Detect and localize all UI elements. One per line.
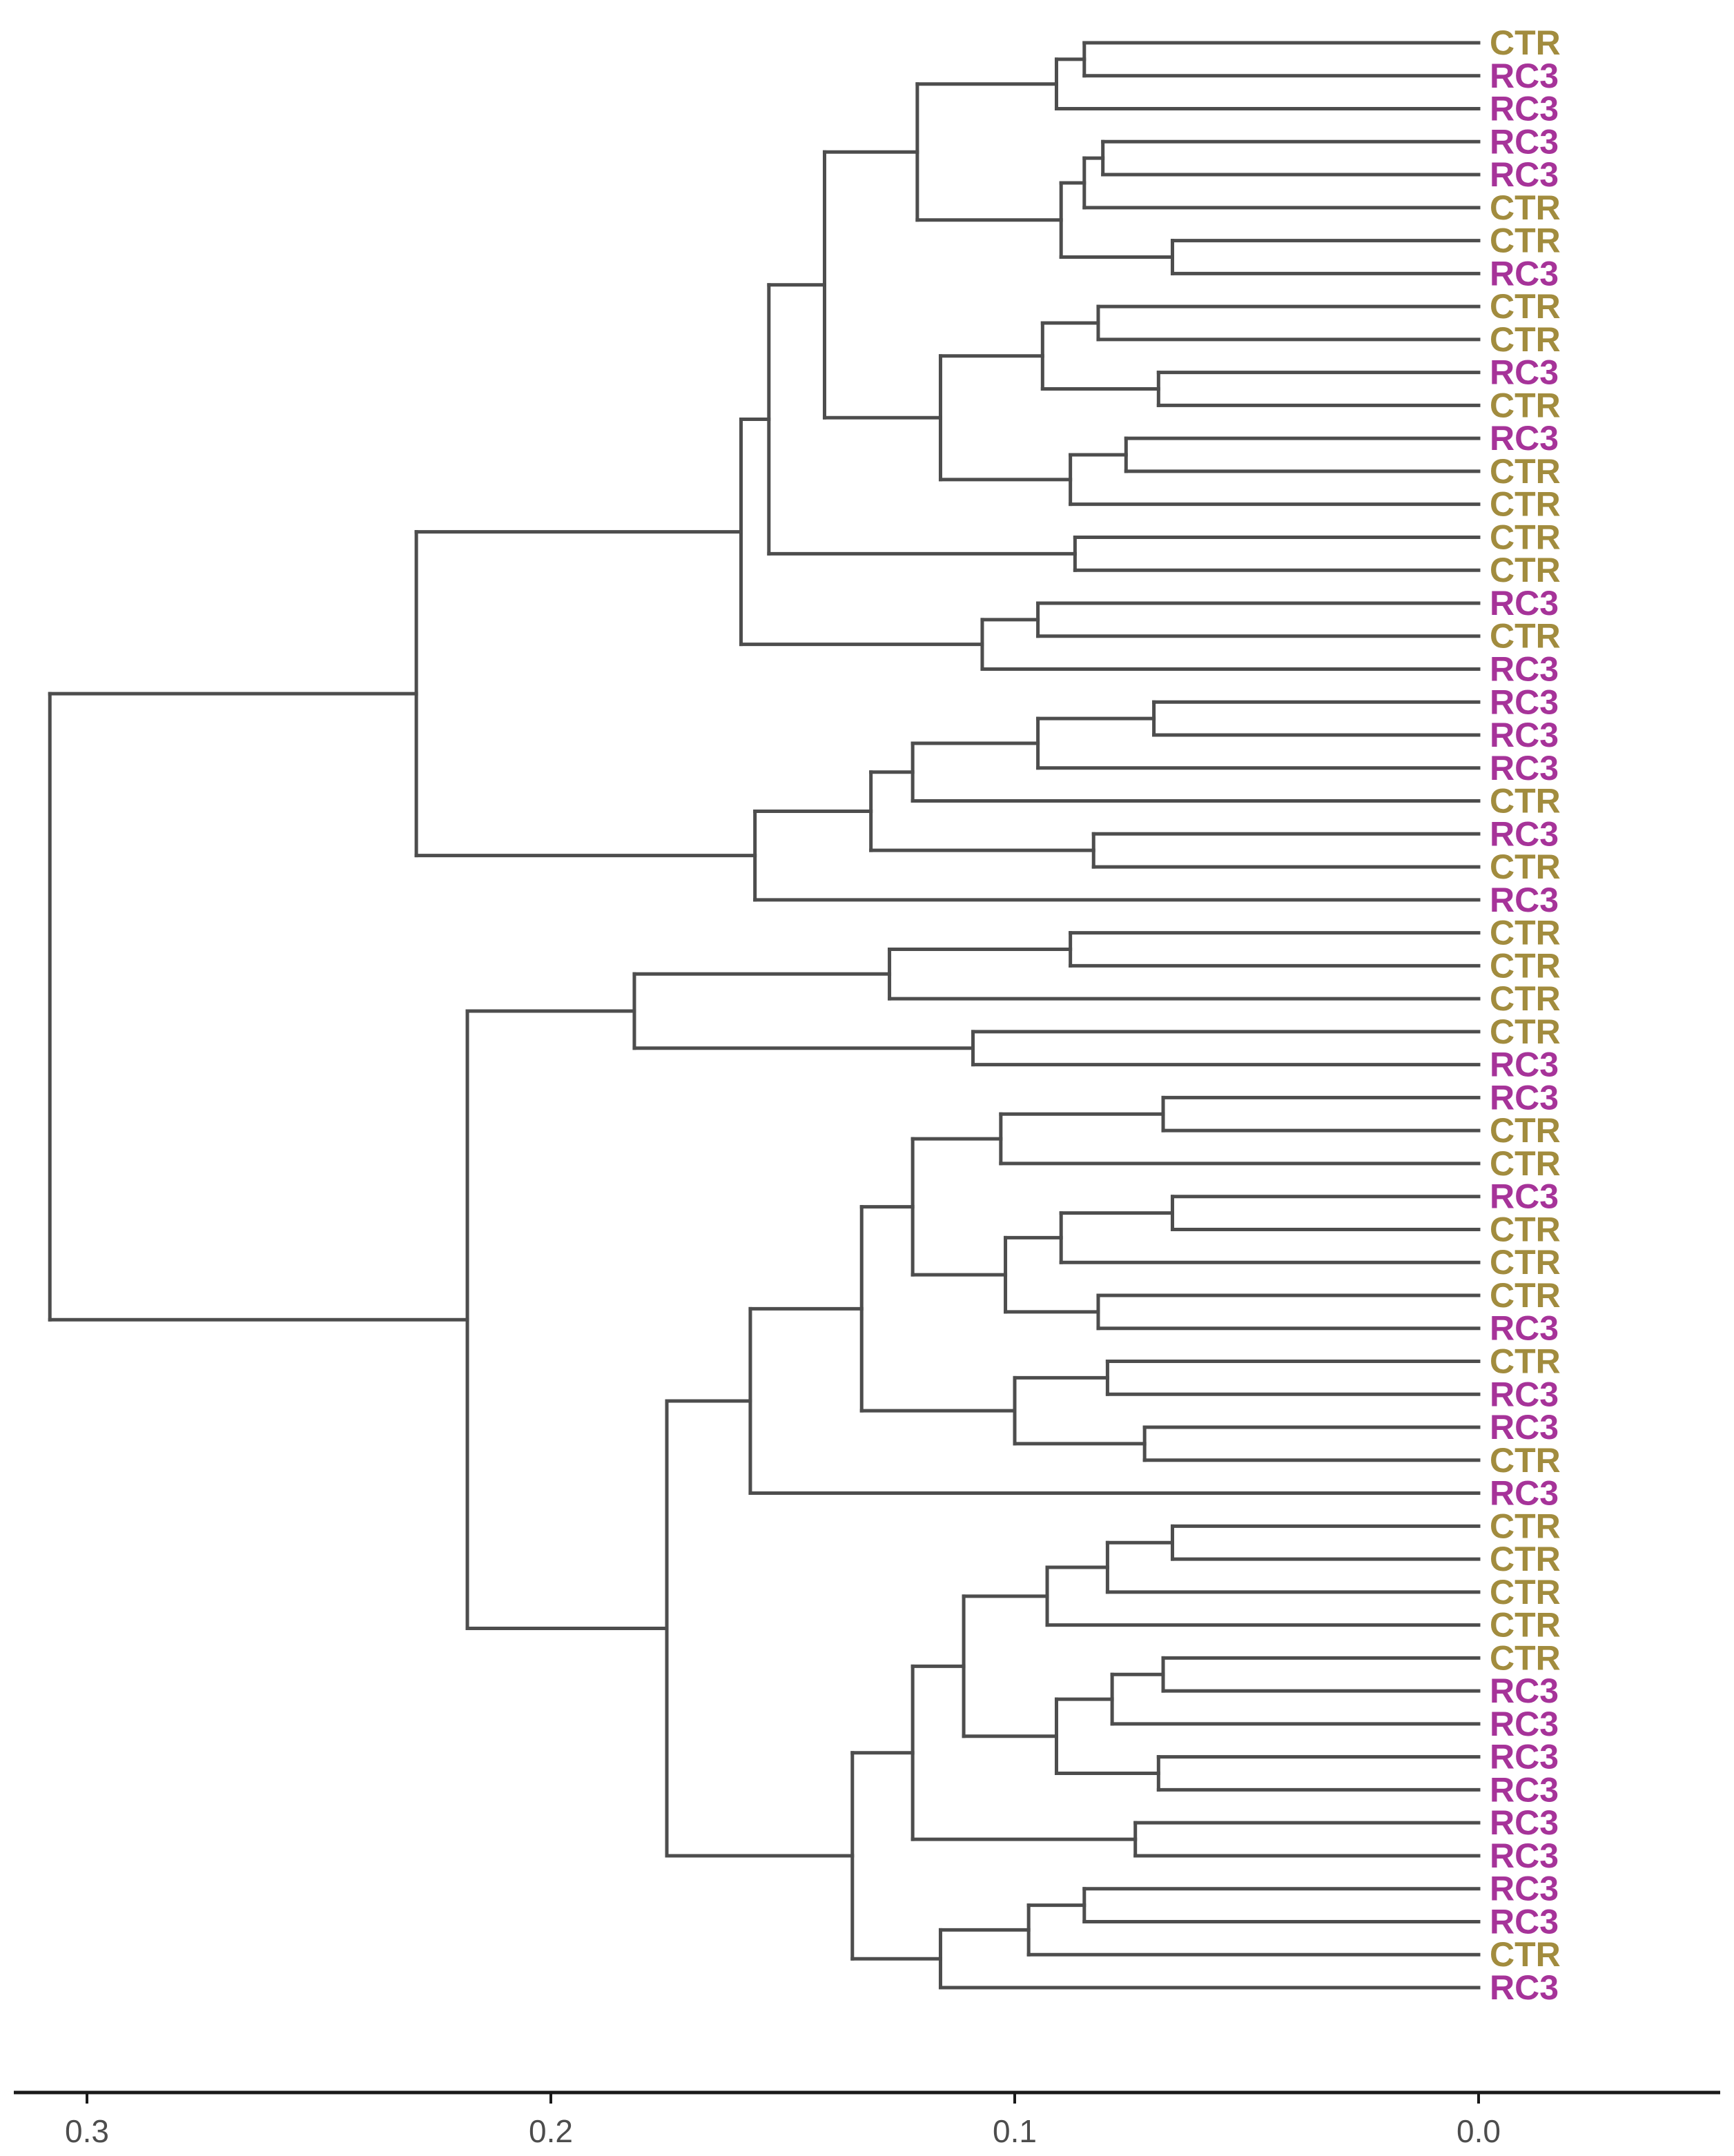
leaf-label-rc3: RC3	[1490, 1672, 1559, 1710]
leaf-label-rc3: RC3	[1490, 419, 1559, 458]
leaf-label-ctr: CTR	[1490, 1012, 1561, 1051]
leaf-label-ctr: CTR	[1490, 782, 1561, 821]
leaf-label-rc3: RC3	[1490, 1836, 1559, 1875]
leaf-label-ctr: CTR	[1490, 1144, 1561, 1183]
leaf-label-rc3: RC3	[1490, 155, 1559, 194]
leaf-label-rc3: RC3	[1490, 1705, 1559, 1743]
x-tick-label: 0.2	[529, 2113, 573, 2149]
leaf-label-rc3: RC3	[1490, 1738, 1559, 1776]
leaf-label-ctr: CTR	[1490, 551, 1561, 589]
leaf-label-rc3: RC3	[1490, 1968, 1559, 2007]
leaf-label-ctr: CTR	[1490, 1441, 1561, 1480]
leaf-label-rc3: RC3	[1490, 1408, 1559, 1447]
leaf-label-rc3: RC3	[1490, 90, 1559, 128]
leaf-label-rc3: RC3	[1490, 122, 1559, 161]
leaf-label-ctr: CTR	[1490, 485, 1561, 524]
leaf-label-ctr: CTR	[1490, 23, 1561, 62]
leaf-label-ctr: CTR	[1490, 1573, 1561, 1611]
leaf-labels: CTRRC3RC3RC3RC3CTRCTRRC3CTRCTRRC3CTRRC3C…	[1490, 23, 1561, 2007]
leaf-label-ctr: CTR	[1490, 287, 1561, 326]
leaf-label-rc3: RC3	[1490, 1177, 1559, 1216]
leaf-label-rc3: RC3	[1490, 683, 1559, 721]
x-axis: 0.3 0.2 0.1 0.0	[14, 2090, 1720, 2149]
leaf-label-ctr: CTR	[1490, 1276, 1561, 1315]
leaf-label-ctr: CTR	[1490, 386, 1561, 424]
leaf-label-rc3: RC3	[1490, 1309, 1559, 1348]
leaf-label-ctr: CTR	[1490, 946, 1561, 985]
leaf-label-rc3: RC3	[1490, 1770, 1559, 1809]
leaf-label-ctr: CTR	[1490, 222, 1561, 260]
leaf-label-ctr: CTR	[1490, 320, 1561, 359]
leaf-label-ctr: CTR	[1490, 847, 1561, 886]
leaf-label-rc3: RC3	[1490, 353, 1559, 392]
leaf-label-rc3: RC3	[1490, 749, 1559, 787]
leaf-label-ctr: CTR	[1490, 452, 1561, 491]
leaf-label-rc3: RC3	[1490, 1870, 1559, 1908]
leaf-label-ctr: CTR	[1490, 617, 1561, 656]
leaf-label-rc3: RC3	[1490, 1474, 1559, 1513]
leaf-label-ctr: CTR	[1490, 1507, 1561, 1545]
x-tick-label: 0.0	[1457, 2113, 1501, 2149]
leaf-label-rc3: RC3	[1490, 1046, 1559, 1084]
leaf-label-ctr: CTR	[1490, 1606, 1561, 1645]
leaf-label-rc3: RC3	[1490, 1803, 1559, 1842]
leaf-label-ctr: CTR	[1490, 914, 1561, 952]
leaf-label-rc3: RC3	[1490, 1078, 1559, 1117]
leaf-label-ctr: CTR	[1490, 1111, 1561, 1150]
dendrogram-branches	[48, 41, 1481, 1990]
leaf-label-rc3: RC3	[1490, 254, 1559, 293]
leaf-label-rc3: RC3	[1490, 1375, 1559, 1413]
x-tick-label: 0.1	[993, 2113, 1037, 2149]
leaf-label-rc3: RC3	[1490, 716, 1559, 754]
leaf-label-rc3: RC3	[1490, 814, 1559, 853]
leaf-label-ctr: CTR	[1490, 1638, 1561, 1677]
leaf-label-ctr: CTR	[1490, 1210, 1561, 1248]
leaf-label-rc3: RC3	[1490, 1902, 1559, 1941]
leaf-label-ctr: CTR	[1490, 1540, 1561, 1578]
leaf-label-rc3: RC3	[1490, 649, 1559, 688]
leaf-label-ctr: CTR	[1490, 1342, 1561, 1381]
leaf-label-ctr: CTR	[1490, 518, 1561, 556]
leaf-label-rc3: RC3	[1490, 881, 1559, 919]
leaf-label-ctr: CTR	[1490, 188, 1561, 227]
leaf-label-ctr: CTR	[1490, 979, 1561, 1018]
leaf-label-rc3: RC3	[1490, 57, 1559, 95]
x-axis-ticks: 0.3 0.2 0.1 0.0	[65, 2093, 1501, 2149]
leaf-label-rc3: RC3	[1490, 584, 1559, 623]
x-tick-label: 0.3	[65, 2113, 109, 2149]
leaf-label-ctr: CTR	[1490, 1935, 1561, 1974]
leaf-label-ctr: CTR	[1490, 1243, 1561, 1282]
